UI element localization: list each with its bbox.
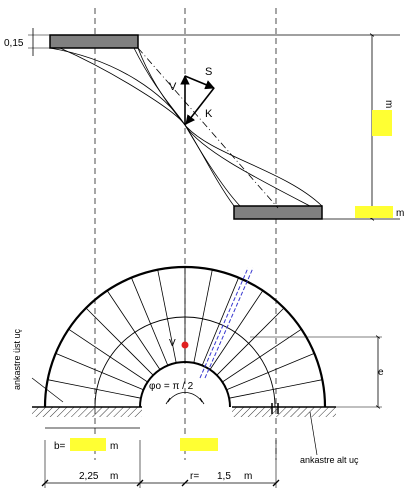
fixed-bottom-end-label: ankastre alt uç [300, 455, 359, 465]
top-landing-slab [49, 34, 139, 49]
width-prefix-label: b= [54, 441, 66, 452]
rebar-line-2 [204, 267, 254, 379]
stair-step-line [106, 290, 161, 370]
force-label-k: K [205, 108, 213, 120]
angle-label: φo = π / 2 [149, 381, 194, 392]
stair-step-line [216, 307, 285, 376]
load-point-marker [181, 341, 189, 349]
stair-step-line [85, 307, 154, 376]
height-value-highlight [372, 110, 392, 136]
fixed-top-end-label: ankastre üst uç [12, 328, 22, 390]
load-label-v: V [169, 338, 176, 349]
fixed-top-leader [31, 377, 64, 403]
radius-inner-value: 1,5 [217, 471, 231, 482]
left-support-hatch [32, 407, 142, 417]
stair-step-line [157, 269, 177, 363]
width-unit-label: m [110, 441, 118, 452]
right-support-hatch [232, 407, 336, 417]
shear-force-arrow [184, 75, 215, 90]
stair-step-line [201, 277, 239, 366]
rebar-line-1 [199, 267, 249, 379]
stair-step-line [193, 269, 213, 363]
height-label-vertical: m [383, 100, 394, 108]
bottom-thickness-highlight [355, 206, 393, 218]
bottom-landing-slab [233, 205, 323, 220]
stair-step-line [222, 328, 302, 383]
height-unit-label: m [396, 208, 404, 219]
stair-step-line [226, 353, 315, 391]
radius-outer-value: 2,25 [79, 471, 99, 482]
rise-label: e [378, 367, 384, 378]
radius-inner-unit: m [244, 471, 252, 482]
plan-view: V φo = π / 2 e ankastre üst uç ankastre … [12, 265, 384, 488]
radius-outer-unit: m [110, 471, 118, 482]
center-value-highlight [180, 438, 218, 451]
stair-step-line [55, 353, 144, 391]
stair-step-line [47, 379, 141, 399]
force-label-s: S [205, 66, 212, 78]
resultant-force-arrow [185, 87, 215, 125]
angle-arc-arrow [167, 392, 203, 403]
elevation-view: 0,15 m m V S K [4, 8, 404, 460]
slab-thickness-label: 0,15 [4, 38, 24, 49]
stair-step-line [209, 290, 264, 370]
stair-step-line [131, 277, 169, 366]
width-value-highlight [70, 438, 106, 451]
stair-step-line [68, 328, 148, 383]
stair-step-line [229, 379, 323, 399]
force-label-v: V [169, 81, 177, 93]
radius-inner-prefix: r= [190, 471, 199, 482]
fixed-bottom-leader [309, 411, 318, 456]
